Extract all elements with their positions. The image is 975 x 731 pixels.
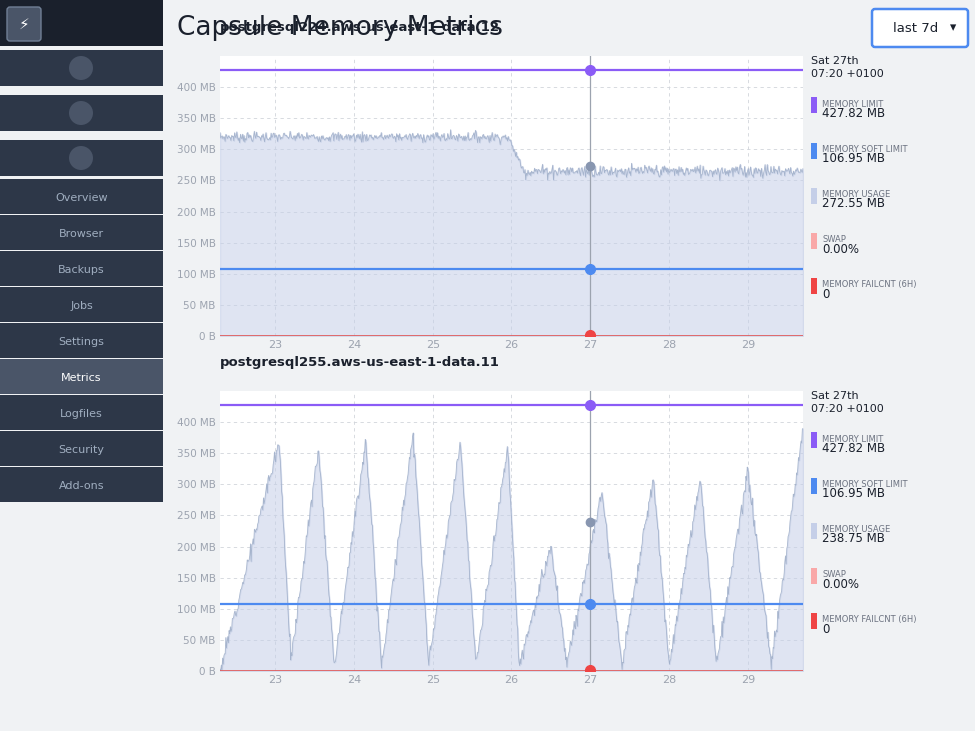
Circle shape [69, 101, 93, 125]
Bar [0, 323, 163, 358]
Bar [0, 179, 163, 214]
Text: postgresql255.aws-us-east-1-data.11: postgresql255.aws-us-east-1-data.11 [220, 356, 500, 369]
Text: Security: Security [58, 444, 104, 455]
Text: 106.95 MB: 106.95 MB [823, 487, 885, 500]
Text: 0.00%: 0.00% [823, 577, 860, 591]
Text: MEMORY FAILCNT (6H): MEMORY FAILCNT (6H) [823, 616, 917, 624]
Text: Sat 27th
07:20 +0100: Sat 27th 07:20 +0100 [811, 391, 883, 414]
Text: Jobs: Jobs [70, 300, 93, 311]
Text: MEMORY USAGE: MEMORY USAGE [823, 525, 891, 534]
Text: SWAP: SWAP [823, 235, 846, 244]
Bar [0, 287, 163, 322]
Text: last 7d: last 7d [893, 21, 938, 34]
Bar [0, 95, 163, 131]
Text: 272.55 MB: 272.55 MB [823, 197, 885, 211]
Text: Logfiles: Logfiles [60, 409, 103, 419]
Text: MEMORY SOFT LIMIT: MEMORY SOFT LIMIT [823, 145, 908, 154]
Circle shape [69, 56, 93, 80]
Bar [0, 467, 163, 502]
Text: SWAP: SWAP [823, 570, 846, 579]
Text: Sat 27th
07:20 +0100: Sat 27th 07:20 +0100 [811, 56, 883, 79]
Text: Settings: Settings [58, 337, 104, 346]
Text: 0.00%: 0.00% [823, 243, 860, 256]
Bar [0, 215, 163, 250]
Bar [0, 0, 163, 46]
Text: MEMORY LIMIT: MEMORY LIMIT [823, 435, 883, 444]
Bar [0, 140, 163, 176]
Text: MEMORY LIMIT: MEMORY LIMIT [823, 100, 883, 109]
Text: 427.82 MB: 427.82 MB [823, 442, 885, 455]
Bar [0, 395, 163, 430]
Text: 238.75 MB: 238.75 MB [823, 532, 885, 545]
Bar [0, 50, 163, 86]
Text: Browser: Browser [58, 229, 104, 239]
Bar [0, 251, 163, 286]
Text: Add-ons: Add-ons [58, 481, 104, 491]
Circle shape [69, 146, 93, 170]
Text: 427.82 MB: 427.82 MB [823, 107, 885, 120]
Bar [0, 359, 163, 394]
Text: Metrics: Metrics [61, 373, 101, 383]
Text: 106.95 MB: 106.95 MB [823, 152, 885, 165]
Text: 0: 0 [823, 623, 830, 636]
Text: MEMORY FAILCNT (6H): MEMORY FAILCNT (6H) [823, 281, 917, 289]
Bar [0, 431, 163, 466]
Text: postgresql224.aws-us-east-1-data.12: postgresql224.aws-us-east-1-data.12 [220, 21, 500, 34]
Text: ⚡: ⚡ [19, 17, 29, 31]
Text: ▾: ▾ [951, 21, 956, 34]
Text: 0: 0 [823, 288, 830, 300]
Text: Backups: Backups [58, 265, 105, 275]
Text: MEMORY SOFT LIMIT: MEMORY SOFT LIMIT [823, 480, 908, 489]
Text: Overview: Overview [56, 193, 108, 202]
Text: Capsule Memory Metrics: Capsule Memory Metrics [177, 15, 503, 41]
FancyBboxPatch shape [7, 7, 41, 41]
Text: MEMORY USAGE: MEMORY USAGE [823, 190, 891, 199]
FancyBboxPatch shape [872, 9, 968, 47]
